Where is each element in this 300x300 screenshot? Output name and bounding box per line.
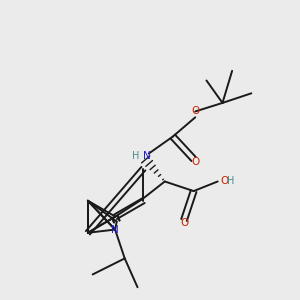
Text: O: O (180, 218, 188, 228)
Text: O: O (191, 157, 200, 166)
Text: O: O (191, 106, 200, 116)
Text: N: N (143, 151, 150, 161)
Text: H: H (132, 151, 140, 161)
Text: N: N (111, 225, 119, 235)
Text: H: H (227, 176, 235, 187)
Text: O: O (221, 176, 229, 187)
